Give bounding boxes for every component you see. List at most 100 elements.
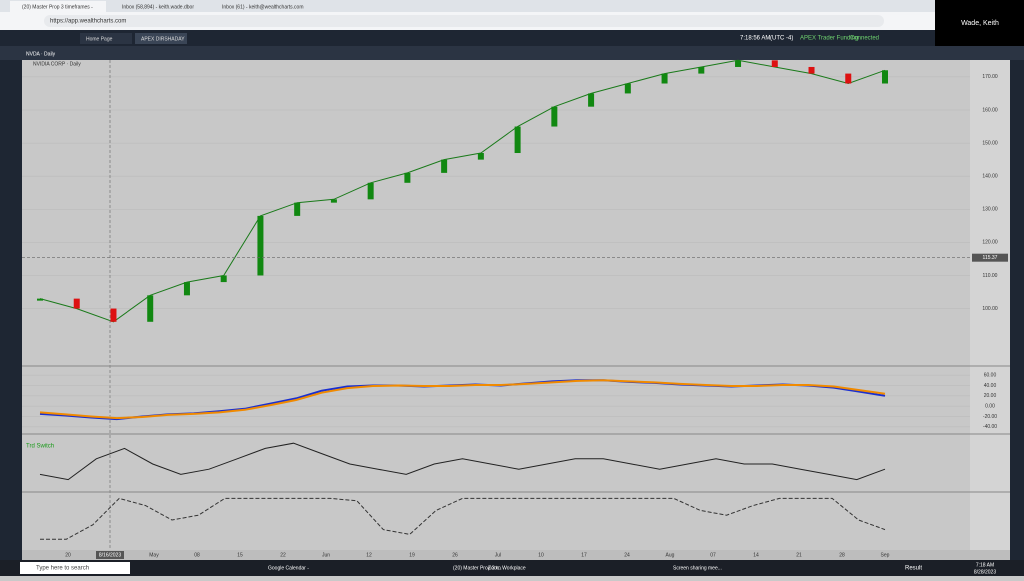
timezone: (UTC -4): [770, 36, 793, 42]
tray-time: 7:18 AM: [976, 562, 994, 568]
chart-title: NVIDIA CORP · Daily: [33, 61, 81, 67]
series-line: [40, 497, 886, 540]
tray-date: 8/28/2023: [974, 569, 996, 575]
x-tick-label: 26: [452, 552, 458, 558]
app-tab[interactable]: [135, 33, 187, 44]
browser-tab[interactable]: [210, 1, 306, 12]
y-tick-label: 20.00: [984, 393, 997, 399]
candle: [147, 295, 154, 322]
candle: [808, 66, 815, 74]
candle: [661, 73, 668, 84]
series-line: [39, 379, 886, 420]
candle: [771, 60, 778, 67]
candle: [294, 202, 301, 216]
taskbar-item[interactable]: (20) Master Prop 3 t...: [453, 565, 502, 571]
y-tick-label: 120.00: [982, 240, 998, 246]
search-box[interactable]: [20, 562, 130, 574]
account: APEX Trader Funding: [800, 36, 858, 42]
series-line: [39, 59, 886, 323]
candle: [404, 172, 411, 183]
search[interactable]: Type here to search: [36, 566, 89, 572]
browser-tab-title: (20) Master Prop 3 timeframes -: [22, 4, 93, 10]
y-tick-label: 170.00: [982, 74, 998, 80]
x-tick-label: 08: [194, 552, 200, 558]
y-tick-label: 60.00: [984, 372, 997, 378]
taskbar-item[interactable]: Google Calendar -: [268, 565, 309, 571]
x-tick-label: 10: [538, 552, 544, 558]
candle: [845, 73, 852, 84]
url: https://app.wealthcharts.com: [50, 19, 126, 25]
clock: 7:18:56 AM: [740, 36, 770, 42]
x-tick-label: 19: [409, 552, 415, 558]
x-tick-label: 20: [65, 552, 71, 558]
candle: [441, 159, 448, 173]
time-axis: [22, 550, 1010, 560]
x-tick-label: Jul: [495, 552, 501, 558]
x-tick-label: May: [149, 552, 159, 558]
candle: [882, 70, 888, 84]
zoom-overlay: [935, 0, 1024, 46]
right-rail: [1010, 60, 1024, 560]
symbol-tab[interactable]: NVDA · Daily: [26, 51, 56, 57]
x-tick-label: Jun: [322, 552, 330, 558]
candle: [220, 275, 227, 283]
y-tick-label: -20.00: [983, 414, 997, 420]
x-tick-label: 24: [624, 552, 630, 558]
x-tick-label: 07: [710, 552, 716, 558]
y-tick-label: 140.00: [982, 174, 998, 180]
status: Connected: [850, 36, 879, 42]
candle: [110, 308, 117, 322]
y-tick-label: 130.00: [982, 207, 998, 213]
y-tick-label: 150.00: [982, 140, 998, 146]
x-tick-label: 15: [237, 552, 243, 558]
candle: [367, 182, 374, 200]
candle: [477, 153, 484, 160]
candle: [37, 298, 43, 301]
taskbar-item[interactable]: Screen sharing mee...: [673, 565, 722, 571]
x-tick-label: 17: [581, 552, 587, 558]
candle: [735, 60, 742, 67]
candle: [624, 83, 631, 94]
y-tick-label: 100.00: [982, 306, 998, 312]
x-tick-label: 21: [796, 552, 802, 558]
address-bar[interactable]: [44, 15, 884, 27]
browser-tab[interactable]: [10, 1, 106, 12]
pane-title: Trd Switch: [26, 444, 54, 450]
crosshair-value: 115.37: [983, 255, 998, 261]
candle: [183, 282, 190, 296]
taskbar: [0, 560, 1024, 576]
candle: [257, 215, 264, 276]
sidebar: [0, 60, 22, 560]
x-tick-label: 28: [839, 552, 845, 558]
candle: [330, 199, 337, 203]
x-tick-label: 14: [753, 552, 759, 558]
y-tick-label: 0.00: [985, 403, 995, 409]
y-tick-label: 160.00: [982, 107, 998, 113]
app-tabs: [0, 46, 1024, 60]
browser-tab[interactable]: [110, 1, 206, 12]
zoom-user: Wade, Keith: [961, 20, 999, 27]
candle: [588, 93, 595, 107]
taskbar-item[interactable]: Zoom Workplace: [488, 565, 526, 571]
x-tick-label: 22: [280, 552, 286, 558]
crosshair-date: 8/16/2023: [99, 552, 121, 558]
candle: [73, 298, 80, 309]
price-axis: [970, 60, 1010, 550]
y-tick-label: 40.00: [984, 383, 997, 389]
series-line: [39, 442, 886, 481]
result: Result: [905, 566, 922, 572]
browser-tab-title: Inbox (58,894) - keith.wade.dbor: [122, 4, 194, 10]
x-tick-label: Sep: [881, 552, 890, 558]
candle: [551, 106, 558, 127]
app-tab[interactable]: [80, 33, 132, 44]
app-toolbar: [0, 30, 1024, 46]
crosshair-value-box: [972, 253, 1008, 262]
app-tab-title: APEX DIRSHADAY: [141, 36, 185, 42]
x-tick-label: 12: [366, 552, 372, 558]
y-tick-label: -40.00: [983, 424, 997, 430]
chart-area: [22, 60, 970, 550]
candle: [514, 126, 521, 154]
y-tick-label: 110.00: [983, 273, 998, 279]
